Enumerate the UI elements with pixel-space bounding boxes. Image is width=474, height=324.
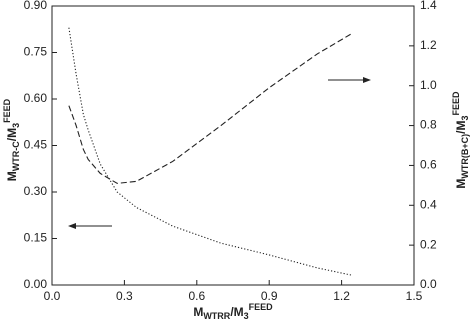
y-axis-label-part: M: [5, 171, 19, 181]
x-tick-label: 0.9: [261, 289, 278, 303]
y2-axis-label-part: /M: [454, 120, 468, 133]
y2-axis-label-part: 3: [460, 115, 470, 120]
plot-frame: [51, 5, 415, 286]
x-tick-label: 0.3: [116, 289, 133, 303]
y2-axis-label: MWTR(B+C)/M3FEED: [451, 91, 470, 189]
x-tick-label: 0.0: [44, 289, 61, 303]
y2-axis-label-part: M: [454, 179, 468, 189]
y-tick-label: 0.60: [24, 91, 48, 105]
series-line: [68, 33, 352, 184]
arrow-left: [68, 223, 112, 229]
y-axis-label-part: FEED: [2, 98, 12, 123]
y2-tick-label: 0.2: [420, 237, 437, 251]
y2-axis-label-part: WTR(B+C): [460, 134, 470, 179]
y-axis-label: MWTR-C/M3FEED: [2, 98, 21, 181]
y2-tick-label: 0.0: [420, 277, 437, 291]
y2-tick-label: 0.6: [420, 158, 437, 172]
y2-tick-label: 0.4: [420, 197, 437, 211]
x-axis-label-part: 3: [244, 311, 249, 321]
y-axis-label-part: /M: [5, 128, 19, 141]
x-axis-label-part: M: [193, 305, 203, 319]
series-line: [68, 27, 352, 276]
y-tick-label: 0.30: [24, 184, 48, 198]
x-axis-label-part: WTRR: [203, 311, 230, 321]
y2-tick-label: 1.0: [420, 78, 437, 92]
y2-tick-label: 0.8: [420, 118, 437, 132]
y2-tick-label: 1.2: [420, 38, 437, 52]
y-tick-label: 0.75: [24, 45, 48, 59]
x-axis-label-part: FEED: [249, 302, 274, 312]
x-tick-label: 0.6: [188, 289, 205, 303]
arrow-right: [328, 77, 371, 83]
y-tick-label: 0.45: [24, 138, 48, 152]
x-axis-label: MWTRR/M3FEED: [193, 302, 273, 321]
y2-axis-label-part: FEED: [451, 91, 461, 116]
x-tick-label: 1.2: [333, 289, 350, 303]
x-tick-label: 1.5: [406, 289, 423, 303]
y-axis-label-part: 3: [11, 123, 21, 128]
y-tick-label: 0.90: [24, 0, 48, 12]
x-axis-label-part: /M: [230, 305, 243, 319]
y-axis-label-part: WTR-C: [11, 141, 21, 171]
y-tick-label: 0.15: [24, 231, 48, 245]
y2-tick-label: 1.4: [420, 0, 437, 12]
y-tick-label: 0.00: [24, 277, 48, 291]
